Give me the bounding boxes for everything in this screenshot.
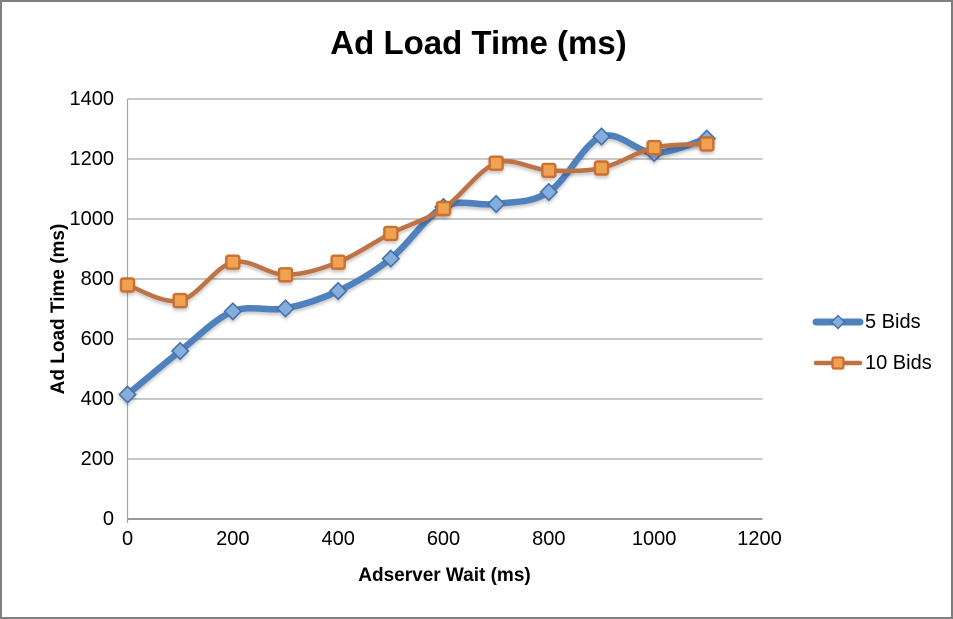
y-tick-label: 800 bbox=[80, 268, 114, 290]
y-tick-label: 400 bbox=[80, 388, 114, 410]
data-point-marker-5-bids bbox=[276, 299, 295, 318]
data-point-marker-10-bids bbox=[646, 139, 662, 156]
y-tick-label: 600 bbox=[80, 328, 114, 350]
legend-marker-5-bids bbox=[812, 314, 864, 330]
data-point-marker-10-bids bbox=[225, 254, 241, 270]
series-line-5-bids bbox=[124, 132, 711, 398]
gridlines bbox=[126, 98, 763, 523]
data-point-marker-10-bids bbox=[488, 155, 504, 171]
data-point-marker-5-bids bbox=[486, 194, 506, 214]
x-tick-label: 0 bbox=[121, 528, 134, 550]
legend-item-10-bids: 10 Bids bbox=[812, 347, 932, 379]
y-tick-label: 1200 bbox=[69, 148, 115, 170]
y-tick-label: 200 bbox=[80, 448, 114, 470]
data-point-marker-5-bids bbox=[539, 182, 559, 202]
data-point-marker-5-bids bbox=[170, 341, 190, 361]
data-point-marker-10-bids bbox=[119, 277, 136, 293]
data-point-marker-10-bids bbox=[383, 225, 399, 242]
data-point-marker-10-bids bbox=[593, 160, 610, 176]
x-tick-label: 600 bbox=[426, 528, 461, 550]
x-tick-label: 400 bbox=[321, 528, 355, 550]
data-point-marker-10-bids bbox=[277, 267, 294, 283]
data-point-marker-10-bids bbox=[435, 200, 452, 217]
series-5-bids bbox=[118, 127, 717, 404]
data-point-marker-5-bids bbox=[118, 385, 137, 404]
x-tick-label: 200 bbox=[216, 528, 250, 550]
data-point-marker-10-bids bbox=[699, 136, 715, 152]
series-10-bids bbox=[119, 136, 715, 309]
legend-label-10-bids: 10 Bids bbox=[865, 351, 932, 374]
data-series bbox=[118, 127, 717, 404]
y-tick-label: 0 bbox=[102, 508, 114, 530]
data-point-marker-10-bids bbox=[172, 292, 188, 309]
legend-item-5-bids: 5 Bids bbox=[812, 306, 932, 338]
legend: 5 Bids 10 Bids bbox=[812, 306, 932, 379]
legend-marker-10-bids bbox=[813, 356, 863, 370]
data-point-marker-5-bids bbox=[328, 281, 348, 301]
y-tick-label: 1000 bbox=[69, 208, 115, 230]
data-point-marker-10-bids bbox=[330, 254, 346, 270]
data-point-marker-5-bids bbox=[223, 302, 243, 321]
x-tick-label: 1000 bbox=[631, 528, 677, 550]
legend-label-5-bids: 5 Bids bbox=[865, 310, 921, 333]
x-tick-label: 1200 bbox=[737, 528, 782, 550]
chart-title: Ad Load Time (ms) bbox=[330, 24, 627, 61]
x-axis-title: Adserver Wait (ms) bbox=[358, 565, 531, 586]
data-point-marker-5-bids bbox=[592, 127, 611, 146]
data-point-marker-5-bids bbox=[381, 249, 401, 268]
data-point-marker-10-bids bbox=[541, 162, 557, 179]
series-line-10-bids bbox=[125, 141, 710, 304]
y-tick-label: 1400 bbox=[69, 88, 115, 110]
x-tick-label: 800 bbox=[532, 528, 566, 550]
